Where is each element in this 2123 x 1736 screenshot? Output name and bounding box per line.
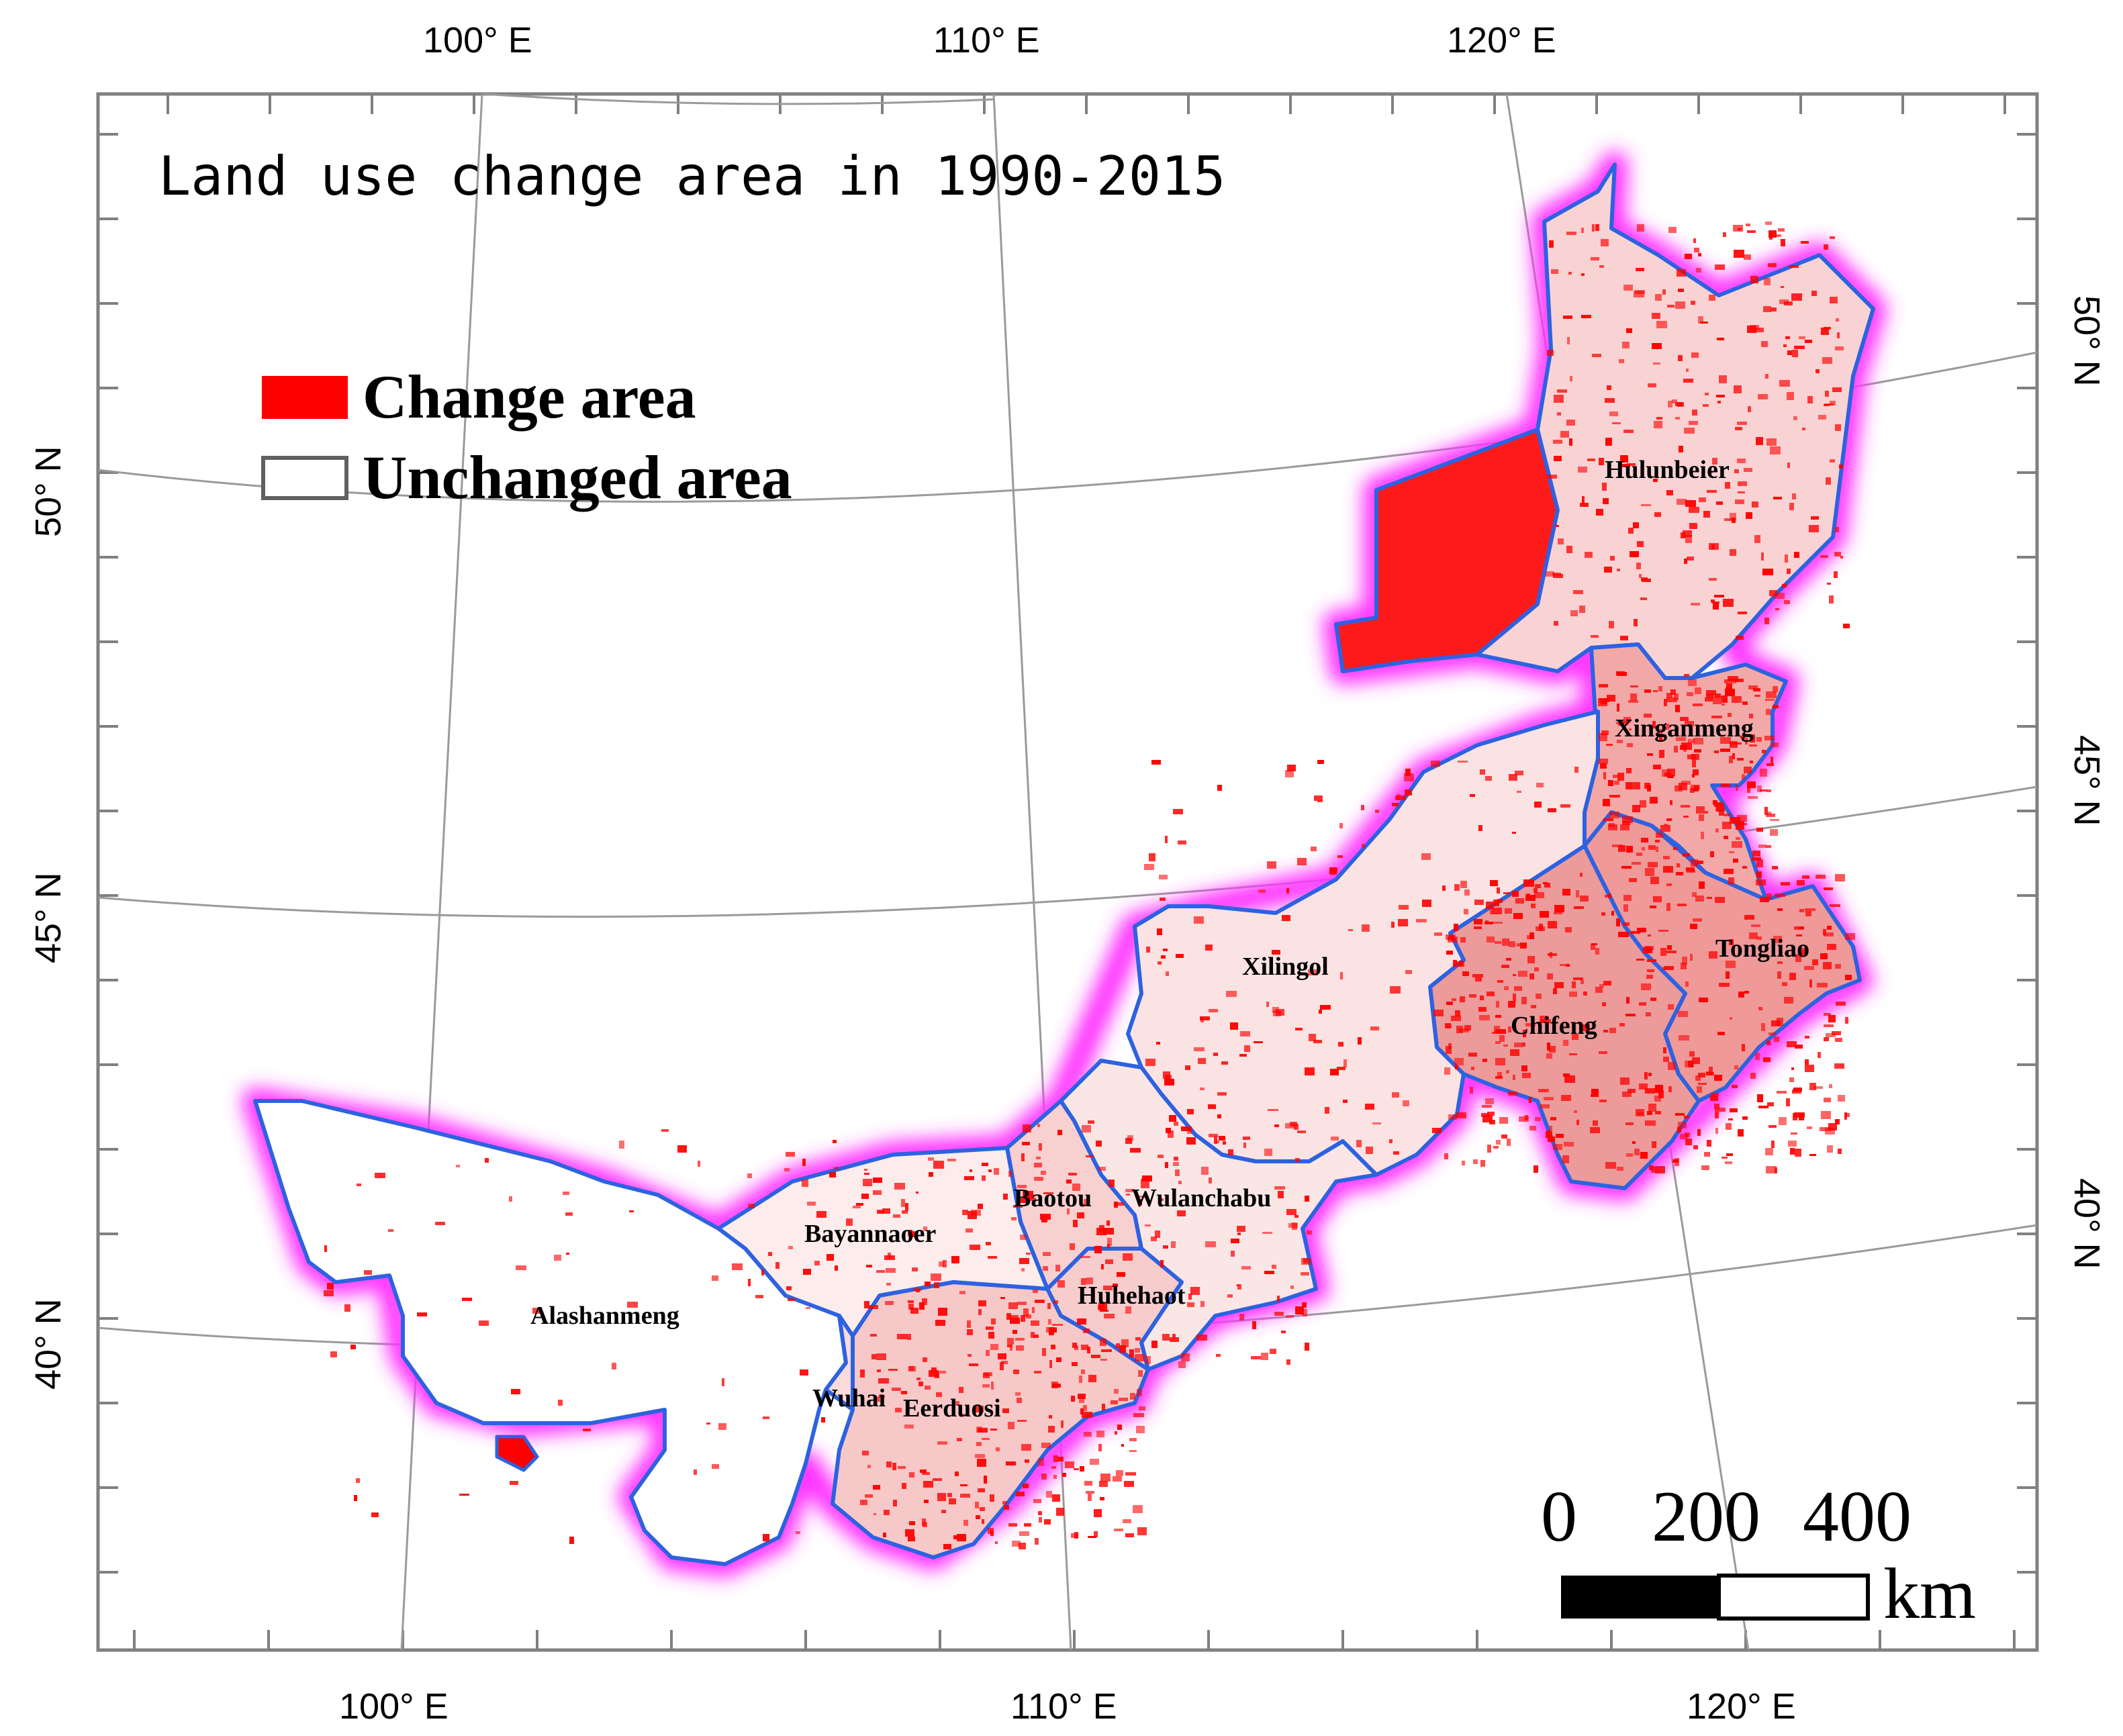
- scale-tick-200: 200: [1652, 1477, 1760, 1557]
- region-labels: Hulunbeier Xinganmeng Tongliao Chifeng X…: [530, 456, 1809, 1422]
- region-label-chifeng: Chifeng: [1511, 1012, 1597, 1040]
- scale-segment-black: [1561, 1576, 1719, 1619]
- region-label-eerduosi: Eerduosi: [903, 1394, 1001, 1422]
- region-label-baotou: Baotou: [1014, 1184, 1092, 1212]
- region-shape-alashanmeng: [253, 1099, 848, 1566]
- region-shape-eerduosi: [831, 1280, 1150, 1559]
- legend-swatch-change: [262, 376, 348, 419]
- region-label-xinganmeng: Xinganmeng: [1615, 714, 1754, 742]
- legend-swatch-unchanged: [261, 456, 348, 500]
- graticule-labels: 100° E 110° E 120° E 100° E 110° E 120° …: [28, 20, 2107, 1727]
- parallel-top: [483, 93, 994, 105]
- change-patches: [324, 222, 1855, 1549]
- map-title: Land use change area in 1990-2015: [158, 145, 1225, 207]
- bottom-label-100: 100° E: [339, 1686, 449, 1727]
- region-label-bayannaoer: Bayannaoer: [804, 1220, 936, 1248]
- right-label-40: 40° N: [2067, 1178, 2107, 1269]
- lake-patch: [495, 1435, 539, 1472]
- region-shape-wuhai: [824, 1314, 855, 1412]
- top-label-100: 100° E: [423, 20, 532, 60]
- region-shape-hulunbeier-west: [1334, 428, 1560, 673]
- right-label-50: 50° N: [2067, 295, 2107, 387]
- scale-bar: 0 200 400 km: [1541, 1477, 1976, 1634]
- legend-label-change: Change area: [363, 363, 696, 431]
- left-label-40: 40° N: [28, 1298, 68, 1390]
- legend: Change area Unchanged area: [261, 363, 792, 512]
- legend-label-unchanged: Unchanged area: [363, 443, 792, 512]
- region-label-wulanchabu: Wulanchabu: [1131, 1184, 1271, 1212]
- top-label-120: 120° E: [1447, 20, 1556, 60]
- left-label-45: 45° N: [28, 872, 68, 963]
- scale-unit: km: [1883, 1554, 1976, 1634]
- top-label-110: 110° E: [933, 20, 1040, 60]
- region-label-alashanmeng: Alashanmeng: [530, 1302, 679, 1330]
- region-label-xilingol: Xilingol: [1242, 953, 1329, 981]
- bottom-label-120: 120° E: [1687, 1686, 1796, 1727]
- scale-tick-400: 400: [1803, 1477, 1912, 1557]
- region-label-wuhai: Wuhai: [812, 1384, 886, 1412]
- left-label-50: 50° N: [28, 446, 68, 537]
- map-frame: [96, 92, 2039, 1652]
- scale-tick-0: 0: [1541, 1477, 1577, 1557]
- bottom-label-110: 110° E: [1010, 1686, 1117, 1727]
- region-label-huhehaot: Huhehaot: [1078, 1282, 1186, 1310]
- region-label-tongliao: Tongliao: [1715, 934, 1809, 963]
- scale-segment-white: [1717, 1574, 1870, 1621]
- right-label-45: 45° N: [2067, 735, 2107, 826]
- region-label-hulunbeier: Hulunbeier: [1605, 456, 1730, 484]
